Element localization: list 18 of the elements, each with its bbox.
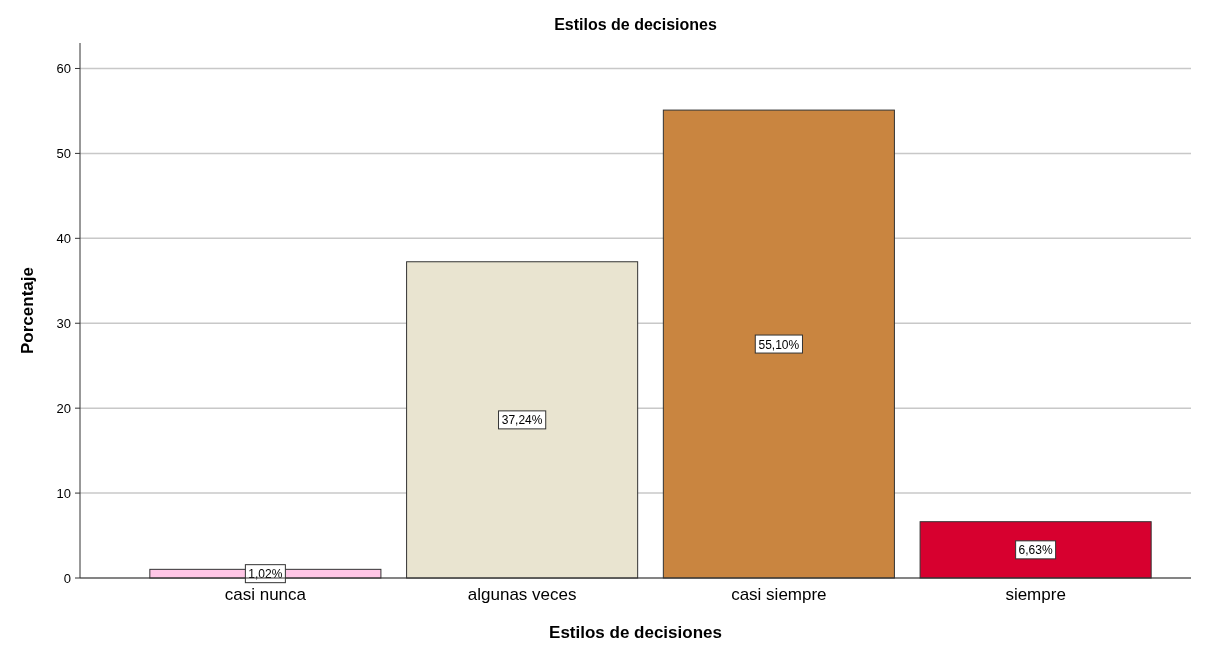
x-tick-label: algunas veces [467, 585, 577, 604]
x-tick-label: siempre [1005, 585, 1066, 604]
data-label: 37,24% [501, 413, 543, 428]
chart-title: Estilos de decisiones [554, 16, 717, 33]
y-tick-label: 40 [56, 230, 71, 246]
y-tick-label: 30 [56, 315, 71, 331]
y-axis-title: Porcentaje [18, 267, 37, 354]
y-tick-label: 10 [56, 485, 71, 501]
data-label: 1,02% [248, 567, 283, 582]
data-label: 6,63% [1018, 543, 1053, 558]
y-tick-label: 0 [63, 570, 71, 586]
y-tick-label: 50 [56, 145, 71, 161]
x-tick-label: casi siempre [731, 585, 827, 604]
y-tick-label: 60 [56, 60, 71, 76]
x-tick-label: casi nunca [224, 585, 307, 604]
data-label: 55,10% [758, 337, 800, 352]
y-tick-label: 20 [56, 400, 71, 416]
x-axis-title: Estilos de decisiones [549, 623, 722, 642]
